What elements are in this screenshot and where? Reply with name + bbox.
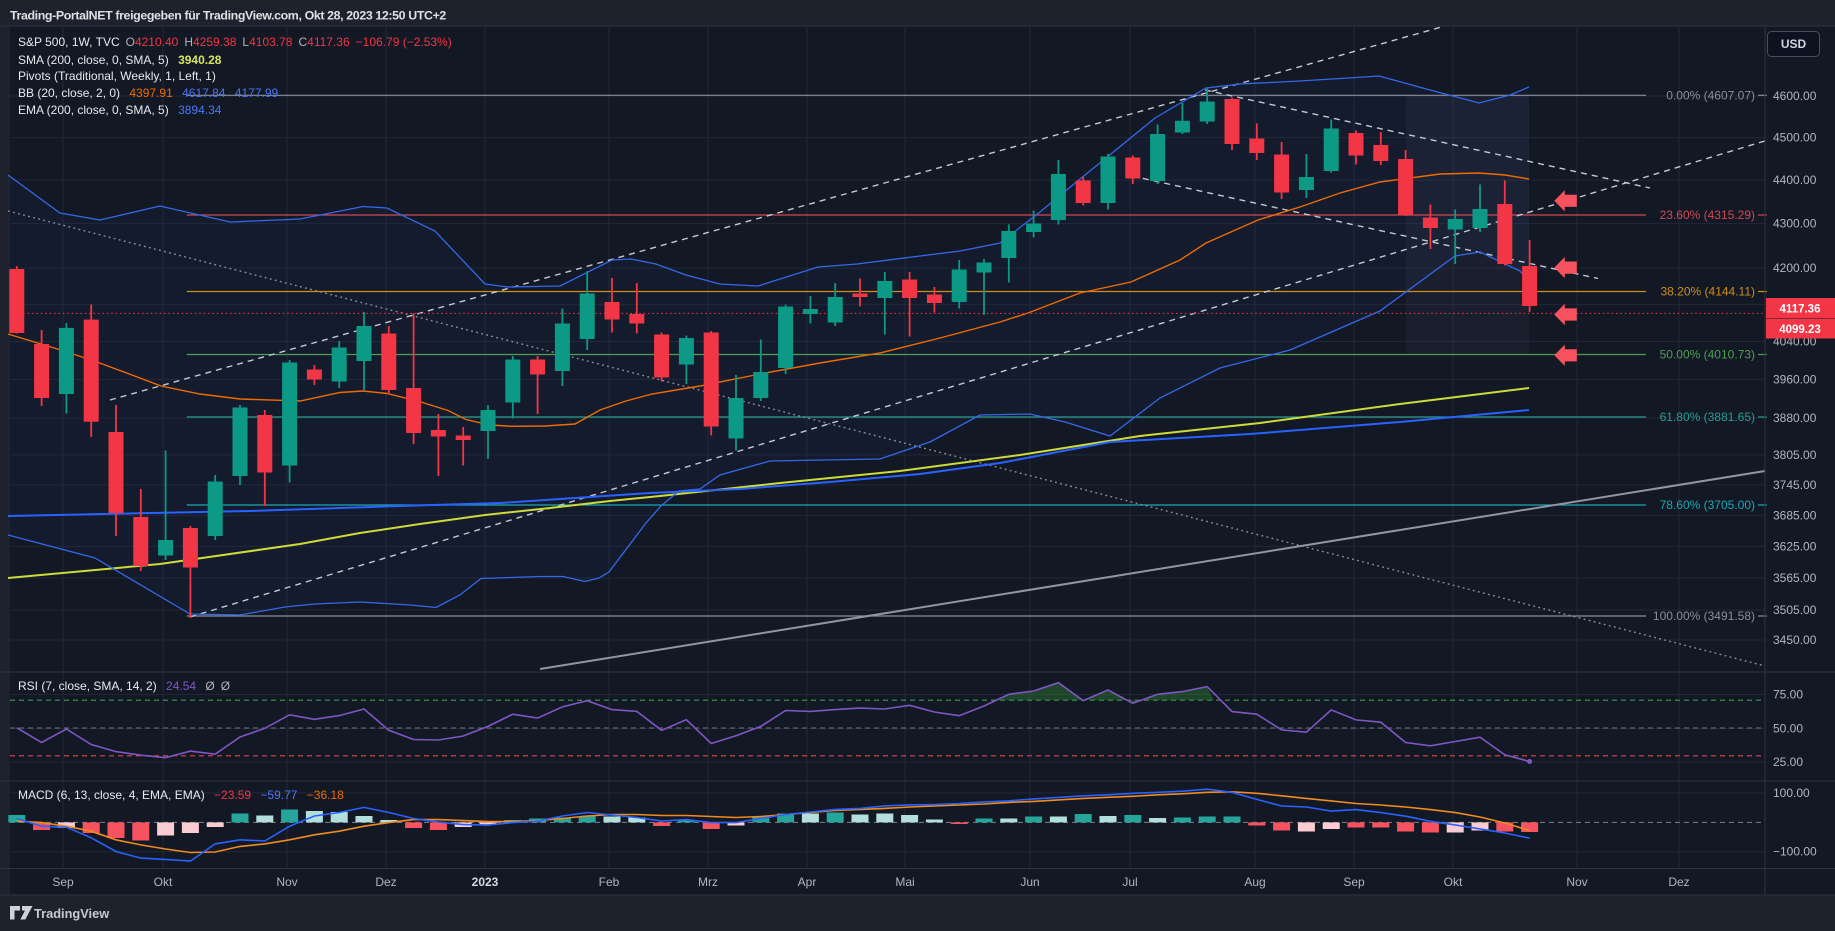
svg-text:Feb: Feb: [599, 875, 620, 889]
svg-text:3450.00: 3450.00: [1773, 633, 1817, 647]
svg-text:SMA (200, close, 0, SMA, 5) 3: SMA (200, close, 0, SMA, 5) 3940.28: [18, 53, 222, 67]
svg-text:4500.00: 4500.00: [1773, 131, 1817, 145]
svg-text:Nov: Nov: [1566, 875, 1587, 889]
svg-text:100.00: 100.00: [1773, 786, 1810, 800]
svg-text:3505.00: 3505.00: [1773, 603, 1817, 617]
svg-text:BB (20, close, 2, 0) 4397.91: BB (20, close, 2, 0) 4397.91 4617.84 417…: [18, 86, 279, 100]
svg-text:3565.00: 3565.00: [1773, 571, 1817, 585]
svg-text:Aug: Aug: [1244, 875, 1265, 889]
svg-text:3880.00: 3880.00: [1773, 411, 1817, 425]
svg-text:50.00% (4010.73): 50.00% (4010.73): [1660, 348, 1755, 362]
svg-text:USD: USD: [1781, 37, 1807, 51]
svg-text:Dez: Dez: [375, 875, 396, 889]
svg-text:MACD (6, 13, close, 4, EMA, EM: MACD (6, 13, close, 4, EMA, EMA) −23.59 …: [18, 788, 344, 802]
svg-text:0.00% (4607.07): 0.00% (4607.07): [1666, 88, 1755, 102]
svg-text:4200.00: 4200.00: [1773, 261, 1817, 275]
svg-text:Jul: Jul: [1122, 875, 1137, 889]
svg-text:Okt: Okt: [1444, 875, 1463, 889]
svg-text:Pivots (Traditional, Weekly, 1: Pivots (Traditional, Weekly, 1, Left, 1): [18, 69, 216, 83]
svg-text:4400.00: 4400.00: [1773, 173, 1817, 187]
svg-text:78.60% (3705.00): 78.60% (3705.00): [1660, 498, 1755, 512]
svg-text:Sep: Sep: [1343, 875, 1365, 889]
svg-text:−100.00: −100.00: [1773, 845, 1817, 859]
svg-text:Sep: Sep: [52, 875, 74, 889]
svg-text:100.00% (3491.58): 100.00% (3491.58): [1653, 609, 1755, 623]
svg-text:50.00: 50.00: [1773, 722, 1803, 736]
svg-text:Nov: Nov: [276, 875, 297, 889]
svg-text:4099.23: 4099.23: [1779, 324, 1821, 336]
svg-text:38.20% (4144.11): 38.20% (4144.11): [1660, 285, 1755, 299]
svg-text:4300.00: 4300.00: [1773, 217, 1817, 231]
svg-text:TradingView: TradingView: [34, 906, 109, 921]
svg-text:25.00: 25.00: [1773, 755, 1803, 769]
svg-text:4117.36: 4117.36: [1780, 304, 1821, 316]
svg-text:2023: 2023: [472, 875, 499, 889]
svg-text:Dez: Dez: [1668, 875, 1689, 889]
svg-text:3745.00: 3745.00: [1773, 478, 1817, 492]
svg-text:3625.00: 3625.00: [1773, 539, 1817, 553]
svg-text:Jun: Jun: [1020, 875, 1039, 889]
svg-text:3805.00: 3805.00: [1773, 448, 1817, 462]
svg-text:Okt: Okt: [154, 875, 173, 889]
svg-text:Mrz: Mrz: [698, 875, 718, 889]
svg-text:4600.00: 4600.00: [1773, 89, 1817, 103]
svg-text:Mai: Mai: [895, 875, 914, 889]
svg-text:61.80% (3881.65): 61.80% (3881.65): [1660, 410, 1755, 424]
svg-text:3685.00: 3685.00: [1773, 508, 1817, 522]
svg-text:23.60% (4315.29): 23.60% (4315.29): [1660, 208, 1755, 222]
svg-text:S&P 500, 1W, TVC O4210.40 H425: S&P 500, 1W, TVC O4210.40 H4259.38 L4103…: [18, 35, 452, 49]
svg-text:RSI (7, close, SMA, 14, 2) 24: RSI (7, close, SMA, 14, 2) 24.54 Ø Ø: [18, 679, 230, 693]
svg-text:75.00: 75.00: [1773, 687, 1803, 701]
svg-text:Trading-PortalNET freigegeben: Trading-PortalNET freigegeben für Tradin…: [10, 9, 446, 23]
svg-text:Apr: Apr: [798, 875, 817, 889]
svg-text:3960.00: 3960.00: [1773, 372, 1817, 386]
svg-text:EMA (200, close, 0, SMA, 5) 3: EMA (200, close, 0, SMA, 5) 3894.34: [18, 103, 222, 117]
